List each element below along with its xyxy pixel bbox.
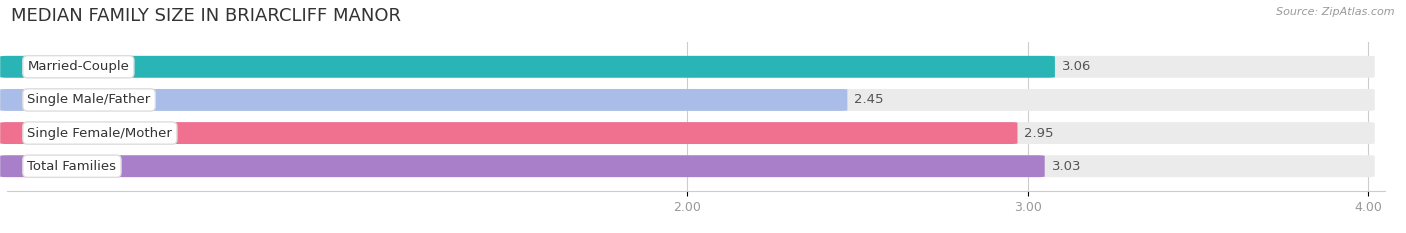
FancyBboxPatch shape (0, 122, 1375, 144)
Text: MEDIAN FAMILY SIZE IN BRIARCLIFF MANOR: MEDIAN FAMILY SIZE IN BRIARCLIFF MANOR (11, 7, 401, 25)
FancyBboxPatch shape (0, 56, 1375, 78)
FancyBboxPatch shape (0, 89, 1375, 111)
Text: Single Male/Father: Single Male/Father (28, 93, 150, 106)
Text: 2.45: 2.45 (855, 93, 884, 106)
FancyBboxPatch shape (0, 155, 1375, 177)
Text: 3.03: 3.03 (1052, 160, 1081, 173)
Text: Married-Couple: Married-Couple (28, 60, 129, 73)
Text: 2.95: 2.95 (1025, 127, 1053, 140)
Text: Total Families: Total Families (28, 160, 117, 173)
FancyBboxPatch shape (0, 56, 1054, 78)
FancyBboxPatch shape (0, 155, 1045, 177)
Text: Single Female/Mother: Single Female/Mother (28, 127, 173, 140)
FancyBboxPatch shape (0, 89, 848, 111)
FancyBboxPatch shape (0, 122, 1018, 144)
Text: 3.06: 3.06 (1062, 60, 1091, 73)
Text: Source: ZipAtlas.com: Source: ZipAtlas.com (1277, 7, 1395, 17)
